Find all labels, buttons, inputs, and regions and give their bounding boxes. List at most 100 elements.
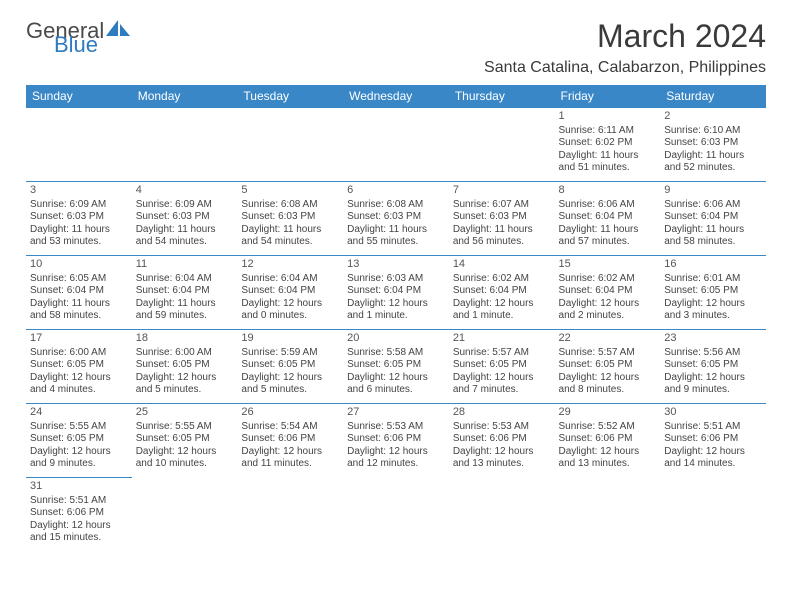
sunrise-text: Sunrise: 5:53 AM xyxy=(347,421,445,434)
sunrise-text: Sunrise: 6:04 AM xyxy=(241,273,339,286)
daylight-text: Daylight: 11 hours and 52 minutes. xyxy=(664,150,762,175)
day-number: 9 xyxy=(664,184,762,198)
sunrise-text: Sunrise: 5:59 AM xyxy=(241,347,339,360)
sunrise-text: Sunrise: 6:02 AM xyxy=(453,273,551,286)
calendar-table: SundayMondayTuesdayWednesdayThursdayFrid… xyxy=(26,85,766,552)
sunset-text: Sunset: 6:05 PM xyxy=(136,359,234,372)
day-number: 13 xyxy=(347,258,445,272)
calendar-cell: 11Sunrise: 6:04 AMSunset: 6:04 PMDayligh… xyxy=(132,256,238,330)
sunrise-text: Sunrise: 5:58 AM xyxy=(347,347,445,360)
sunrise-text: Sunrise: 6:07 AM xyxy=(453,199,551,212)
page-header: General Blue March 2024 Santa Catalina, … xyxy=(26,18,766,77)
daylight-text: Daylight: 12 hours and 9 minutes. xyxy=(30,446,128,471)
daylight-text: Daylight: 11 hours and 54 minutes. xyxy=(241,224,339,249)
sunset-text: Sunset: 6:06 PM xyxy=(559,433,657,446)
day-number: 1 xyxy=(559,110,657,124)
day-header: Monday xyxy=(132,85,238,108)
sunrise-text: Sunrise: 5:55 AM xyxy=(30,421,128,434)
day-number: 17 xyxy=(30,332,128,346)
calendar-cell: 9Sunrise: 6:06 AMSunset: 6:04 PMDaylight… xyxy=(660,182,766,256)
sunrise-text: Sunrise: 6:05 AM xyxy=(30,273,128,286)
sunset-text: Sunset: 6:03 PM xyxy=(30,211,128,224)
sunset-text: Sunset: 6:05 PM xyxy=(30,433,128,446)
sunrise-text: Sunrise: 6:08 AM xyxy=(347,199,445,212)
sunrise-text: Sunrise: 6:06 AM xyxy=(559,199,657,212)
sunset-text: Sunset: 6:04 PM xyxy=(241,285,339,298)
daylight-text: Daylight: 12 hours and 10 minutes. xyxy=(136,446,234,471)
sunset-text: Sunset: 6:03 PM xyxy=(453,211,551,224)
day-header: Sunday xyxy=(26,85,132,108)
calendar-cell xyxy=(343,108,449,182)
day-number: 28 xyxy=(453,406,551,420)
daylight-text: Daylight: 11 hours and 55 minutes. xyxy=(347,224,445,249)
sunrise-text: Sunrise: 6:09 AM xyxy=(136,199,234,212)
sunrise-text: Sunrise: 6:09 AM xyxy=(30,199,128,212)
sunrise-text: Sunrise: 6:06 AM xyxy=(664,199,762,212)
calendar-cell: 5Sunrise: 6:08 AMSunset: 6:03 PMDaylight… xyxy=(237,182,343,256)
sunset-text: Sunset: 6:03 PM xyxy=(241,211,339,224)
sunset-text: Sunset: 6:05 PM xyxy=(559,359,657,372)
day-number: 4 xyxy=(136,184,234,198)
calendar-row: 1Sunrise: 6:11 AMSunset: 6:02 PMDaylight… xyxy=(26,108,766,182)
daylight-text: Daylight: 12 hours and 11 minutes. xyxy=(241,446,339,471)
calendar-cell: 3Sunrise: 6:09 AMSunset: 6:03 PMDaylight… xyxy=(26,182,132,256)
calendar-cell: 18Sunrise: 6:00 AMSunset: 6:05 PMDayligh… xyxy=(132,330,238,404)
sunset-text: Sunset: 6:06 PM xyxy=(30,507,128,520)
calendar-cell: 13Sunrise: 6:03 AMSunset: 6:04 PMDayligh… xyxy=(343,256,449,330)
sunrise-text: Sunrise: 6:00 AM xyxy=(136,347,234,360)
daylight-text: Daylight: 12 hours and 6 minutes. xyxy=(347,372,445,397)
sunset-text: Sunset: 6:05 PM xyxy=(241,359,339,372)
sunrise-text: Sunrise: 5:54 AM xyxy=(241,421,339,434)
sunset-text: Sunset: 6:06 PM xyxy=(241,433,339,446)
sunset-text: Sunset: 6:05 PM xyxy=(347,359,445,372)
day-header: Tuesday xyxy=(237,85,343,108)
calendar-cell: 6Sunrise: 6:08 AMSunset: 6:03 PMDaylight… xyxy=(343,182,449,256)
daylight-text: Daylight: 11 hours and 53 minutes. xyxy=(30,224,128,249)
sunrise-text: Sunrise: 6:11 AM xyxy=(559,125,657,138)
day-number: 10 xyxy=(30,258,128,272)
calendar-cell xyxy=(343,478,449,552)
logo: General Blue xyxy=(26,18,132,56)
calendar-cell: 22Sunrise: 5:57 AMSunset: 6:05 PMDayligh… xyxy=(555,330,661,404)
calendar-cell xyxy=(132,478,238,552)
daylight-text: Daylight: 12 hours and 5 minutes. xyxy=(136,372,234,397)
sunset-text: Sunset: 6:03 PM xyxy=(347,211,445,224)
calendar-cell: 20Sunrise: 5:58 AMSunset: 6:05 PMDayligh… xyxy=(343,330,449,404)
logo-word2: Blue xyxy=(54,34,132,56)
day-number: 31 xyxy=(30,480,128,494)
day-number: 8 xyxy=(559,184,657,198)
daylight-text: Daylight: 11 hours and 57 minutes. xyxy=(559,224,657,249)
daylight-text: Daylight: 11 hours and 58 minutes. xyxy=(30,298,128,323)
daylight-text: Daylight: 12 hours and 5 minutes. xyxy=(241,372,339,397)
sunrise-text: Sunrise: 6:00 AM xyxy=(30,347,128,360)
day-number: 12 xyxy=(241,258,339,272)
sunset-text: Sunset: 6:04 PM xyxy=(559,211,657,224)
daylight-text: Daylight: 11 hours and 59 minutes. xyxy=(136,298,234,323)
sunset-text: Sunset: 6:04 PM xyxy=(664,211,762,224)
calendar-row: 10Sunrise: 6:05 AMSunset: 6:04 PMDayligh… xyxy=(26,256,766,330)
sunset-text: Sunset: 6:04 PM xyxy=(136,285,234,298)
sunrise-text: Sunrise: 5:57 AM xyxy=(453,347,551,360)
daylight-text: Daylight: 12 hours and 13 minutes. xyxy=(559,446,657,471)
sunrise-text: Sunrise: 5:57 AM xyxy=(559,347,657,360)
calendar-row: 17Sunrise: 6:00 AMSunset: 6:05 PMDayligh… xyxy=(26,330,766,404)
day-header: Thursday xyxy=(449,85,555,108)
calendar-cell: 2Sunrise: 6:10 AMSunset: 6:03 PMDaylight… xyxy=(660,108,766,182)
day-number: 5 xyxy=(241,184,339,198)
day-number: 22 xyxy=(559,332,657,346)
sunset-text: Sunset: 6:05 PM xyxy=(453,359,551,372)
calendar-cell: 29Sunrise: 5:52 AMSunset: 6:06 PMDayligh… xyxy=(555,404,661,478)
daylight-text: Daylight: 12 hours and 1 minute. xyxy=(453,298,551,323)
sunrise-text: Sunrise: 6:10 AM xyxy=(664,125,762,138)
daylight-text: Daylight: 11 hours and 54 minutes. xyxy=(136,224,234,249)
sunset-text: Sunset: 6:06 PM xyxy=(347,433,445,446)
calendar-cell: 23Sunrise: 5:56 AMSunset: 6:05 PMDayligh… xyxy=(660,330,766,404)
daylight-text: Daylight: 12 hours and 2 minutes. xyxy=(559,298,657,323)
sunset-text: Sunset: 6:05 PM xyxy=(136,433,234,446)
sunset-text: Sunset: 6:06 PM xyxy=(664,433,762,446)
sunrise-text: Sunrise: 5:51 AM xyxy=(664,421,762,434)
day-number: 29 xyxy=(559,406,657,420)
sunrise-text: Sunrise: 6:03 AM xyxy=(347,273,445,286)
calendar-cell: 19Sunrise: 5:59 AMSunset: 6:05 PMDayligh… xyxy=(237,330,343,404)
calendar-cell xyxy=(660,478,766,552)
